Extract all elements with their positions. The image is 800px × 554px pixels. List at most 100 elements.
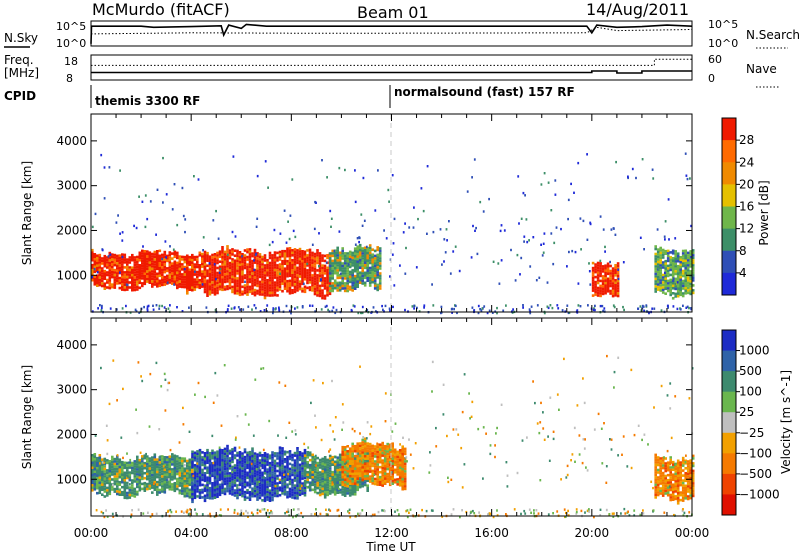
range-gate-cell: [156, 485, 159, 489]
range-gate-cell: [241, 464, 244, 468]
range-gate-cell: [158, 471, 162, 474]
range-gate-cell: [226, 479, 229, 483]
range-gate-cell: [221, 248, 224, 252]
range-gate-cell: [666, 279, 670, 283]
range-gate-cell: [226, 449, 229, 453]
range-gate-cell: [266, 460, 269, 464]
range-gate-cell: [131, 278, 134, 282]
range-gate-cell: [198, 468, 202, 472]
range-gate-cell: [343, 257, 347, 260]
range-gate-cell: [133, 462, 137, 466]
range-gate-cell: [293, 270, 297, 274]
range-gate-cell: [311, 458, 314, 462]
range-gate-cell: [266, 468, 269, 471]
nave-series: [91, 58, 692, 66]
range-gate-cell: [686, 266, 690, 270]
range-gate-cell: [611, 284, 615, 288]
range-gate-cell: [283, 287, 287, 290]
range-gate-cell: [346, 272, 349, 275]
range-gate-cell: [664, 284, 667, 288]
range-gate-cell: [398, 484, 402, 487]
range-gate-cell: [171, 269, 174, 273]
range-gate-cell: [596, 261, 600, 265]
range-gate-cell: [396, 460, 399, 464]
range-gate-cell: [168, 263, 172, 267]
range-gate-cell: [133, 258, 137, 262]
range-gate-cell: [186, 482, 189, 485]
range-gate-cell: [158, 284, 162, 288]
range-gate-cell: [221, 459, 224, 462]
range-gate-cell: [276, 274, 279, 277]
range-gate-cell: [236, 269, 239, 273]
range-gate-cell: [233, 259, 237, 262]
range-gate-cell: [186, 479, 189, 483]
range-gate-cell: [248, 483, 252, 486]
range-gate-cell: [141, 269, 144, 273]
echo-point: [325, 261, 328, 264]
range-gate-cell: [599, 292, 602, 295]
range-gate-cell: [276, 271, 279, 275]
echo-point: [496, 311, 498, 315]
range-gate-cell: [391, 454, 394, 458]
range-gate-cell: [111, 275, 114, 279]
range-gate-cell: [203, 454, 207, 458]
range-gate-cell: [218, 458, 222, 462]
range-gate-cell: [196, 285, 199, 289]
range-gate-cell: [248, 490, 252, 494]
range-gate-cell: [401, 465, 404, 468]
range-gate-cell: [383, 467, 387, 470]
range-gate-cell: [328, 272, 332, 275]
range-gate-cell: [211, 467, 214, 470]
range-gate-cell: [101, 257, 104, 260]
range-gate-cell: [291, 281, 294, 285]
range-gate-cell: [596, 291, 600, 295]
range-gate-cell: [343, 483, 347, 487]
echo-point: [158, 307, 161, 310]
range-gate-cell: [298, 267, 302, 271]
echo-point: [381, 304, 383, 308]
range-gate-cell: [318, 466, 322, 469]
range-gate-cell: [271, 254, 274, 257]
range-gate-cell: [251, 274, 254, 278]
range-gate-cell: [361, 272, 364, 275]
range-gate-cell: [186, 279, 189, 283]
range-gate-cell: [111, 268, 114, 271]
range-gate-cell: [168, 462, 172, 466]
range-gate-cell: [143, 454, 147, 457]
range-gate-cell: [301, 265, 304, 268]
range-gate-cell: [206, 254, 209, 257]
range-gate-cell: [156, 473, 159, 476]
range-gate-cell: [173, 278, 177, 281]
range-gate-cell: [198, 281, 202, 285]
range-gate-cell: [348, 484, 352, 487]
cpid-text-2: normalsound (fast) 157 RF: [394, 85, 575, 99]
range-gate-cell: [333, 281, 337, 285]
range-gate-cell: [328, 469, 332, 473]
range-gate-cell: [138, 286, 142, 290]
range-gate-cell: [318, 481, 322, 484]
range-gate-cell: [236, 257, 239, 260]
range-gate-cell: [246, 484, 249, 487]
range-gate-cell: [303, 288, 307, 291]
echo-point: [226, 253, 229, 256]
range-gate-cell: [91, 484, 94, 487]
range-gate-cell: [186, 492, 189, 495]
range-gate-cell: [243, 475, 247, 479]
range-gate-cell: [168, 253, 172, 257]
range-gate-cell: [681, 259, 685, 263]
range-gate-cell: [301, 280, 304, 283]
date-title: 14/Aug/2011: [586, 0, 689, 19]
range-gate-cell: [366, 474, 369, 478]
range-gate-cell: [684, 252, 687, 255]
range-gate-cell: [103, 490, 107, 493]
range-gate-cell: [378, 443, 382, 446]
echo-point: [476, 252, 479, 256]
range-gate-cell: [403, 485, 407, 488]
range-gate-cell: [266, 294, 269, 297]
range-gate-cell: [659, 472, 662, 475]
echo-point: [643, 309, 645, 312]
range-gate-cell: [263, 499, 267, 503]
range-gate-cell: [251, 482, 254, 485]
range-gate-cell: [213, 466, 217, 469]
range-gate-cell: [163, 491, 167, 494]
